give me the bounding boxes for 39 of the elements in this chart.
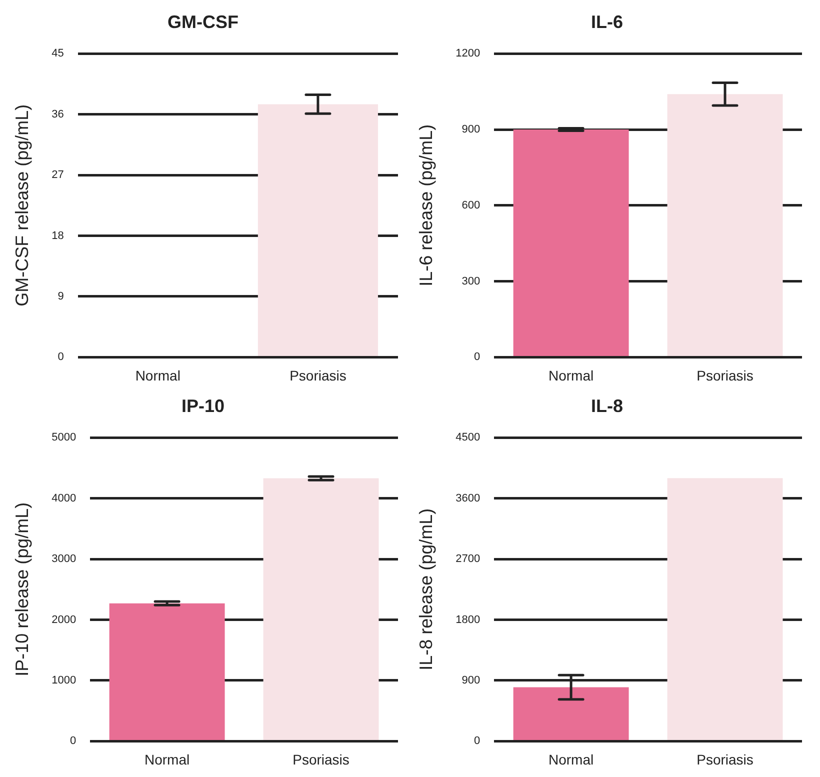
y-tick-label: 4500 [456, 432, 480, 444]
x-tick-label: Normal [144, 751, 190, 768]
chart-title: IP-10 [181, 396, 225, 416]
x-tick-label: Normal [135, 367, 180, 384]
x-tick-label: Normal [548, 751, 594, 768]
y-tick-label: 9 [58, 290, 64, 303]
y-tick-label: 900 [462, 124, 480, 136]
y-axis-title: IP-10 release (pg/mL) [12, 502, 32, 676]
y-axis-title: GM-CSF release (pg/mL) [12, 104, 32, 306]
x-tick-label: Psoriasis [696, 367, 754, 384]
x-tick-label: Normal [548, 367, 594, 384]
y-tick-label: 36 [52, 108, 64, 120]
y-tick-label: 2700 [456, 553, 480, 566]
y-tick-label: 0 [58, 351, 64, 364]
y-tick-label: 300 [462, 275, 480, 288]
y-tick-label: 18 [52, 230, 64, 242]
y-tick-label: 45 [52, 48, 64, 60]
y-tick-label: 27 [52, 169, 64, 182]
y-tick-label: 900 [462, 674, 480, 687]
chart-title: GM-CSF [168, 12, 238, 32]
x-tick-label: Psoriasis [290, 367, 346, 384]
y-tick-label: 600 [462, 199, 480, 212]
y-axis-title: IL-6 release (pg/mL) [416, 124, 436, 286]
x-tick-label: Psoriasis [292, 751, 350, 768]
y-tick-label: 0 [474, 351, 480, 364]
chart-title: IL-6 [590, 12, 624, 32]
y-tick-label: 2000 [52, 614, 76, 626]
y-tick-label: 0 [474, 735, 480, 748]
y-tick-label: 1000 [52, 674, 76, 687]
y-tick-label: 0 [70, 735, 76, 748]
y-axis-title: IL-8 release (pg/mL) [416, 508, 436, 670]
x-tick-label: Psoriasis [696, 751, 754, 768]
y-tick-label: 1200 [456, 48, 480, 60]
y-tick-label: 5000 [52, 432, 76, 444]
y-tick-label: 1800 [456, 614, 480, 626]
y-tick-label: 4000 [52, 492, 76, 504]
chart-title: IL-8 [590, 396, 624, 416]
y-tick-label: 3000 [52, 553, 76, 566]
y-tick-label: 3600 [456, 492, 480, 504]
